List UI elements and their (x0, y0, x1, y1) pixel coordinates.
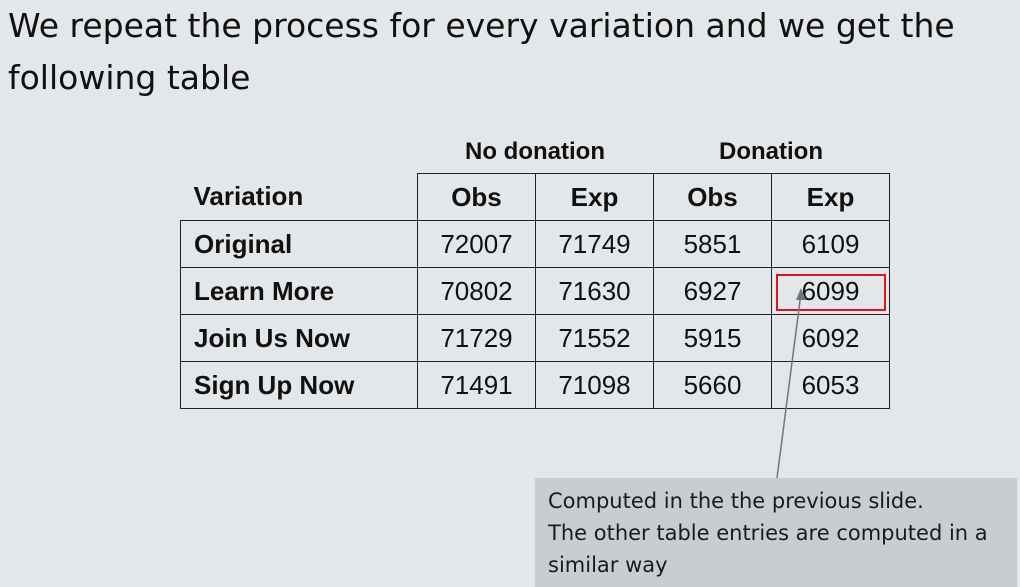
no-donation-obs-cell: 72007 (417, 220, 536, 268)
no-donation-obs-cell: 70802 (417, 267, 536, 315)
column-header-donation-obs: Obs (653, 173, 772, 221)
variation-cell: Sign Up Now (180, 361, 418, 409)
column-header-no-donation-exp: Exp (535, 173, 654, 221)
highlighted-donation-exp-cell: 6099 (771, 267, 890, 315)
table-row: Original 72007 71749 5851 6109 (180, 220, 890, 268)
slide-title: We repeat the process for every variatio… (8, 6, 955, 97)
table-header-row: Variation Obs Exp Obs Exp (180, 173, 890, 221)
variation-cell: Join Us Now (180, 314, 418, 362)
no-donation-obs-cell: 71491 (417, 361, 536, 409)
column-header-variation: Variation (180, 173, 418, 221)
no-donation-exp-cell: 71630 (535, 267, 654, 315)
variation-cell: Learn More (180, 267, 418, 315)
no-donation-exp-cell: 71552 (535, 314, 654, 362)
donation-obs-cell: 6927 (653, 267, 772, 315)
group-header-no-donation: No donation (465, 138, 605, 165)
donation-obs-cell: 5915 (653, 314, 772, 362)
no-donation-obs-cell: 71729 (417, 314, 536, 362)
column-header-no-donation-obs: Obs (417, 173, 536, 221)
variation-cell: Original (180, 220, 418, 268)
variation-table: Variation Obs Exp Obs Exp Original 72007… (180, 173, 890, 409)
table-row: Learn More 70802 71630 6927 6099 (180, 267, 890, 315)
callout-line-1: Computed in the the previous slide. (548, 489, 924, 513)
donation-obs-cell: 5851 (653, 220, 772, 268)
no-donation-exp-cell: 71749 (535, 220, 654, 268)
table-row: Join Us Now 71729 71552 5915 6092 (180, 314, 890, 362)
table-row: Sign Up Now 71491 71098 5660 6053 (180, 361, 890, 409)
donation-exp-cell: 6092 (771, 314, 890, 362)
donation-exp-cell: 6053 (771, 361, 890, 409)
callout-line-2: The other table entries are computed in … (548, 521, 988, 577)
callout-box: Computed in the the previous slide. The … (535, 478, 1017, 587)
column-header-donation-exp: Exp (771, 173, 890, 221)
highlight-box (776, 274, 886, 311)
donation-obs-cell: 5660 (653, 361, 772, 409)
group-header-donation: Donation (719, 138, 823, 165)
donation-exp-cell: 6109 (771, 220, 890, 268)
highlighted-value: 6099 (801, 275, 860, 306)
no-donation-exp-cell: 71098 (535, 361, 654, 409)
